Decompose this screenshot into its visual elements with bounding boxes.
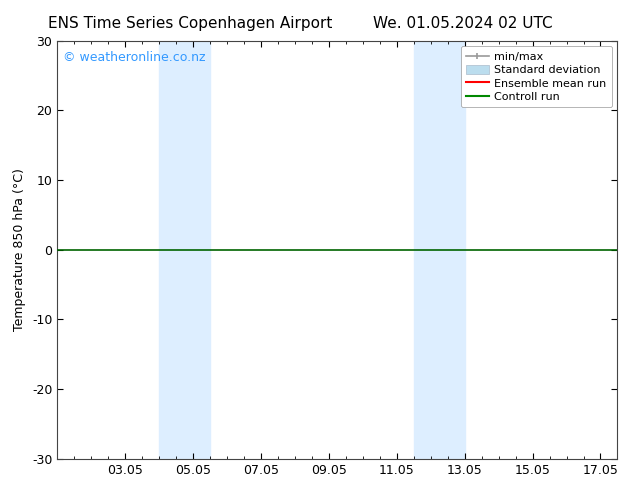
Legend: min/max, Standard deviation, Ensemble mean run, Controll run: min/max, Standard deviation, Ensemble me… [461, 46, 612, 107]
Y-axis label: Temperature 850 hPa (°C): Temperature 850 hPa (°C) [13, 168, 27, 331]
Bar [414, 41, 465, 459]
Bar [159, 41, 210, 459]
Text: ENS Time Series Copenhagen Airport: ENS Time Series Copenhagen Airport [48, 16, 332, 31]
Text: We. 01.05.2024 02 UTC: We. 01.05.2024 02 UTC [373, 16, 553, 31]
Text: © weatheronline.co.nz: © weatheronline.co.nz [63, 51, 205, 64]
